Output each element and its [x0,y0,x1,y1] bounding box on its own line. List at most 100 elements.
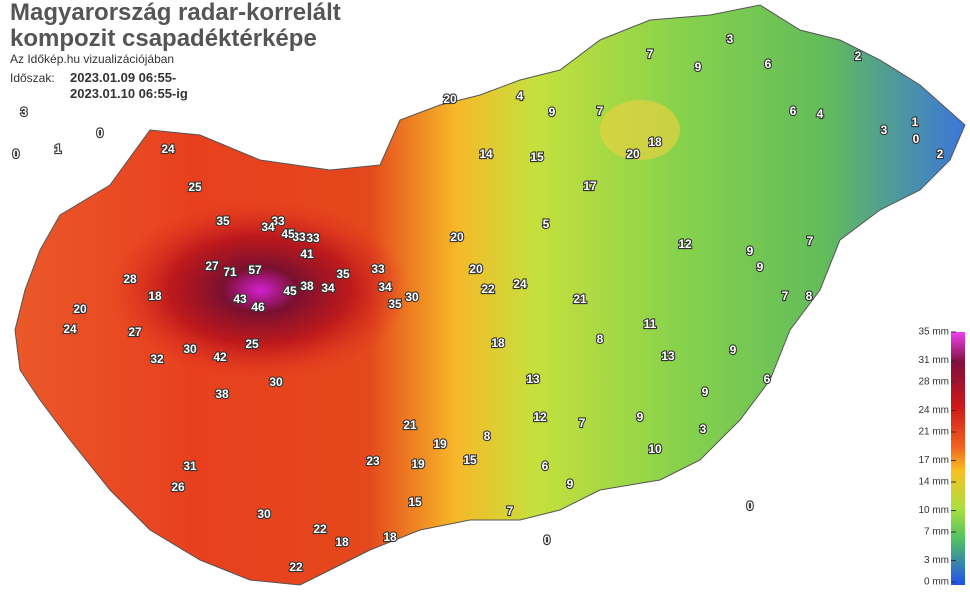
subtitle: Az Időkép.hu vizualizációjában [10,52,174,66]
legend-label: 24 mm [918,405,949,416]
station-value: 71 [223,265,237,279]
legend-label: 3 mm [924,555,949,566]
station-value: 34 [321,281,335,295]
station-value: 11 [644,317,657,331]
station-value: 1 [912,115,919,129]
period: 2023.01.09 06:55- [70,70,176,85]
station-value: 19 [411,457,425,471]
station-value: 20 [73,302,87,316]
station-value: 20 [443,92,457,106]
station-value: 3 [727,32,734,46]
station-value: 15 [463,453,477,467]
station-value: 7 [579,416,586,430]
legend-label: 35 mm [918,327,949,338]
station-value: 3 [21,105,28,119]
station-value: 0 [13,147,20,161]
station-value: 20 [450,230,464,244]
legend: 35 mm 31 mm 28 mm 24 mm 21 mm 17 mm 14 mm 10 mm… [918,327,956,588]
station-value: 8 [484,429,491,443]
station-value: 26 [171,480,185,494]
station-value: 9 [702,385,709,399]
legend-label: 17 mm [918,455,949,466]
station-value: 7 [507,504,514,518]
station-value: 8 [597,332,604,346]
title-line: Magyarország radar-korrelált [10,0,341,26]
station-value: 9 [757,260,764,274]
station-value: 38 [300,279,314,293]
station-value: 25 [188,180,202,194]
station-value: 0 [544,533,551,547]
station-value: 33 [306,231,320,245]
station-value: 35 [388,297,402,311]
station-value: 27 [205,259,219,273]
station-value: 15 [530,150,544,164]
station-value: 2 [937,147,944,161]
station-value: 12 [678,237,692,251]
station-value: 13 [661,349,675,363]
station-value: 35 [336,267,350,281]
station-value: 9 [549,105,556,119]
station-value: 7 [597,104,604,118]
station-value: 45 [283,284,297,298]
legend-label: 0 mm [924,577,949,588]
station-value: 30 [269,375,283,389]
station-value: 33 [371,262,385,276]
station-value: 6 [542,459,549,473]
station-value: 20 [469,262,483,276]
station-value: 43 [233,292,247,306]
station-value: 34 [261,220,275,234]
station-value: 10 [648,442,662,456]
station-value: 21 [573,292,587,306]
station-value: 45 [281,227,295,241]
station-value: 2 [855,49,862,63]
station-value: 6 [765,57,772,71]
station-value: 4 [517,89,524,103]
station-value: 9 [567,477,574,491]
station-value: 3 [700,422,707,436]
station-value: 18 [648,135,662,149]
station-value: 41 [300,247,314,261]
legend-scale [951,332,965,585]
station-value: 27 [128,325,142,339]
station-value: 25 [245,337,259,351]
station-value: 57 [248,263,262,277]
period-label: Időszak: [10,71,55,85]
station-value: 5 [543,217,550,231]
station-value: 6 [790,104,797,118]
station-value: 9 [747,244,754,258]
legend-label: 31 mm [918,355,949,366]
title-line: kompozit csapadéktérképe [10,25,317,52]
station-value: 42 [213,350,227,364]
station-value: 20 [626,147,640,161]
station-value: 13 [526,372,540,386]
station-value: 33 [292,230,306,244]
station-value: 23 [366,454,380,468]
legend-label: 21 mm [918,427,949,438]
station-value: 3 [881,123,888,137]
legend-label: 10 mm [918,505,949,516]
station-value: 18 [148,289,162,303]
station-value: 46 [251,300,265,314]
period: 2023.01.10 06:55-ig [70,86,188,101]
station-value: 24 [161,142,175,156]
station-value: 22 [313,522,327,536]
legend-label: 14 mm [918,477,949,488]
station-value: 22 [289,560,303,574]
station-value: 30 [405,290,419,304]
station-value: 9 [730,343,737,357]
station-value: 6 [764,372,771,386]
station-value: 0 [747,499,754,513]
station-value: 8 [806,289,813,303]
legend-label: 28 mm [918,377,949,388]
station-value: 34 [378,280,392,294]
station-value: 21 [403,418,417,432]
station-value: 38 [215,387,229,401]
station-value: 0 [913,132,920,146]
station-value: 9 [637,410,644,424]
station-value: 30 [183,342,197,356]
station-value: 15 [408,495,422,509]
station-value: 24 [513,277,527,291]
station-value: 18 [383,530,397,544]
station-value: 18 [335,535,349,549]
